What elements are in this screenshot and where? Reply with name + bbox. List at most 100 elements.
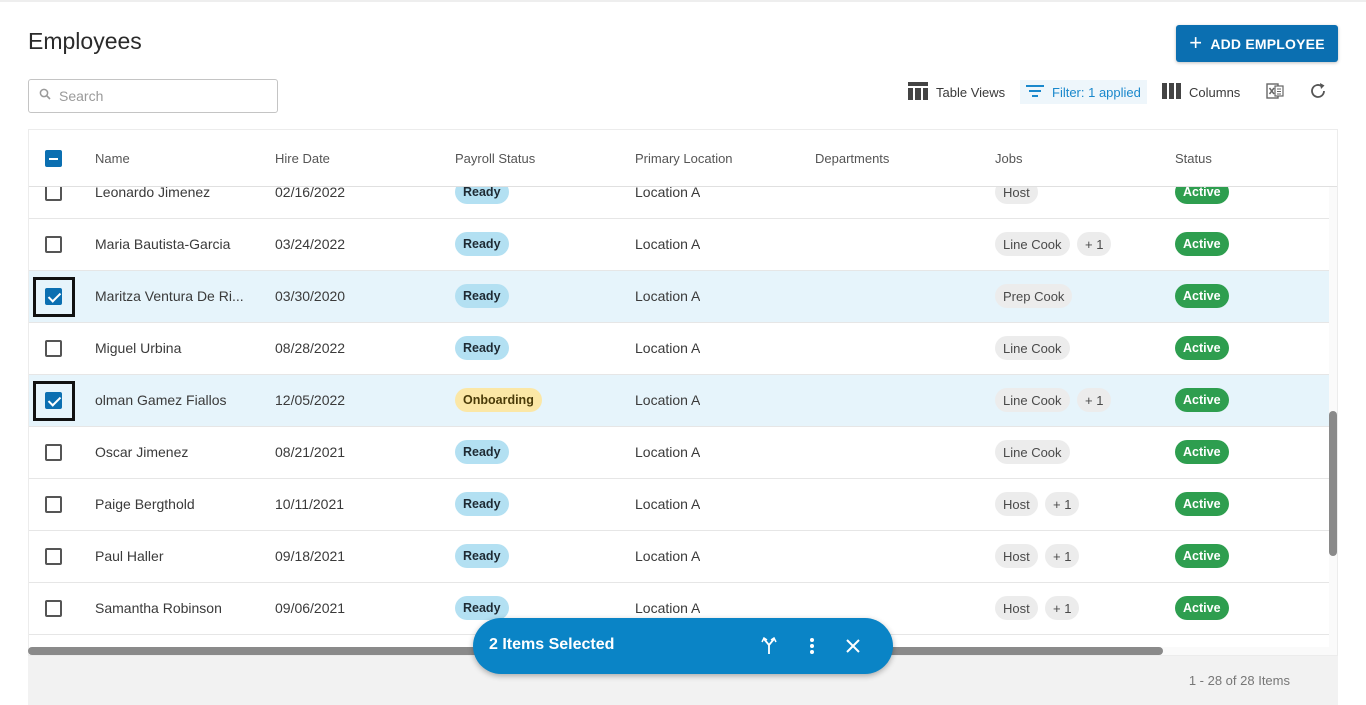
job-chip: Line Cook xyxy=(995,336,1070,360)
job-chip: Host xyxy=(995,492,1038,516)
select-all-checkbox[interactable] xyxy=(45,150,62,167)
column-header-primary-location[interactable]: Primary Location xyxy=(635,151,733,166)
vertical-scrollbar-thumb[interactable] xyxy=(1329,411,1337,556)
table-row[interactable]: olman Gamez Fiallos 12/05/2022 Onboarding L… xyxy=(29,375,1329,427)
more-jobs-chip[interactable]: + 1 xyxy=(1045,596,1080,620)
status-badge: Active xyxy=(1175,492,1229,516)
payroll-status-badge: Ready xyxy=(455,440,509,464)
employee-name[interactable]: Samantha Robinson xyxy=(95,600,222,616)
checkbox-focus-outline xyxy=(33,381,75,421)
job-chip: Host xyxy=(995,544,1038,568)
top-divider xyxy=(0,0,1366,2)
row-checkbox[interactable] xyxy=(45,600,62,617)
hire-date: 12/05/2022 xyxy=(275,392,346,408)
more-jobs-chip[interactable]: + 1 xyxy=(1077,388,1112,412)
row-checkbox[interactable] xyxy=(45,236,62,253)
job-chip: Host xyxy=(995,596,1038,620)
search-icon xyxy=(39,87,51,105)
status-badge: Active xyxy=(1175,232,1229,256)
employee-name[interactable]: Miguel Urbina xyxy=(95,340,182,356)
table-row[interactable]: Paige Bergthold 10/11/2021 Ready Location A… xyxy=(29,479,1329,531)
job-chip: Line Cook xyxy=(995,388,1070,412)
column-header-payroll-status[interactable]: Payroll Status xyxy=(455,151,536,166)
table-views-button[interactable]: Table Views xyxy=(908,80,1005,104)
payroll-status-badge: Ready xyxy=(455,232,509,256)
refresh-button[interactable] xyxy=(1308,80,1328,104)
primary-location: Location A xyxy=(635,236,701,252)
selection-count-label: 2 Items Selected xyxy=(489,636,615,653)
more-jobs-chip[interactable]: + 1 xyxy=(1077,232,1112,256)
table-row[interactable]: Oscar Jimenez 08/21/2021 Ready Location A Li… xyxy=(29,427,1329,479)
payroll-status-badge: Ready xyxy=(455,544,509,568)
grid-header: Name Hire Date Payroll Status Primary Lo… xyxy=(29,130,1337,187)
filter-label: Filter: 1 applied xyxy=(1052,84,1141,100)
primary-location: Location A xyxy=(635,444,701,460)
page-title: Employees xyxy=(28,28,142,54)
pagination-count: 1 - 28 of 28 Items xyxy=(1188,673,1290,688)
column-header-hire-date[interactable]: Hire Date xyxy=(275,151,330,166)
column-header-status[interactable]: Status xyxy=(1175,151,1212,166)
primary-location: Location A xyxy=(635,496,701,512)
primary-location: Location A xyxy=(635,288,701,304)
search-input[interactable] xyxy=(59,88,259,104)
plus-icon: + xyxy=(1189,29,1203,55)
table-row[interactable]: Miguel Urbina 08/28/2022 Ready Location A Li… xyxy=(29,323,1329,375)
more-jobs-chip[interactable]: + 1 xyxy=(1045,492,1080,516)
row-checkbox[interactable] xyxy=(45,548,62,565)
hire-date: 08/21/2021 xyxy=(275,444,346,460)
row-checkbox[interactable] xyxy=(45,392,62,409)
status-badge: Active xyxy=(1175,440,1229,464)
status-badge: Active xyxy=(1175,284,1229,308)
hire-date: 02/16/2022 xyxy=(275,184,346,200)
primary-location: Location A xyxy=(635,184,701,200)
table-row[interactable]: Paul Haller 09/18/2021 Ready Location A Host… xyxy=(29,531,1329,583)
employee-name[interactable]: Oscar Jimenez xyxy=(95,444,189,460)
columns-button[interactable]: Columns xyxy=(1162,80,1240,104)
close-icon[interactable] xyxy=(841,634,865,658)
row-checkbox[interactable] xyxy=(45,340,62,357)
employees-grid: Name Hire Date Payroll Status Primary Lo… xyxy=(28,129,1338,656)
column-header-jobs[interactable]: Jobs xyxy=(995,151,1023,166)
payroll-status-badge: Ready xyxy=(455,492,509,516)
hire-date: 08/28/2022 xyxy=(275,340,346,356)
job-chip: Line Cook xyxy=(995,232,1070,256)
employee-name[interactable]: Paige Bergthold xyxy=(95,496,195,512)
table-views-label: Table Views xyxy=(936,84,1006,100)
job-chip: Prep Cook xyxy=(995,284,1073,308)
row-checkbox[interactable] xyxy=(45,288,62,305)
employee-name[interactable]: Maritza Ventura De Ri... xyxy=(95,288,244,304)
merge-icon[interactable] xyxy=(757,634,781,658)
filter-button[interactable]: Filter: 1 applied xyxy=(1020,80,1147,104)
column-header-name[interactable]: Name xyxy=(95,151,130,166)
refresh-icon xyxy=(1308,81,1328,104)
hire-date: 03/24/2022 xyxy=(275,236,346,252)
payroll-status-badge: Onboarding xyxy=(455,388,542,412)
status-badge: Active xyxy=(1175,336,1229,360)
row-checkbox[interactable] xyxy=(45,496,62,513)
search-box[interactable] xyxy=(28,79,278,113)
row-checkbox[interactable] xyxy=(45,444,62,461)
table-row[interactable]: Maritza Ventura De Ri... 03/30/2020 Ready L… xyxy=(29,271,1329,323)
more-vertical-icon[interactable] xyxy=(800,634,824,658)
status-badge: Active xyxy=(1175,596,1229,620)
column-header-departments[interactable]: Departments xyxy=(815,151,890,166)
excel-export-button[interactable] xyxy=(1266,80,1284,104)
employee-name[interactable]: Paul Haller xyxy=(95,548,164,564)
more-jobs-chip[interactable]: + 1 xyxy=(1045,544,1080,568)
primary-location: Location A xyxy=(635,548,701,564)
payroll-status-badge: Ready xyxy=(455,336,509,360)
checkbox-focus-outline xyxy=(33,277,75,317)
payroll-status-badge: Ready xyxy=(455,596,509,620)
employee-name[interactable]: Leonardo Jimenez xyxy=(95,184,211,200)
status-badge: Active xyxy=(1175,544,1229,568)
excel-export-icon xyxy=(1266,82,1284,103)
hire-date: 03/30/2020 xyxy=(275,288,346,304)
add-employee-button[interactable]: + ADD EMPLOYEE xyxy=(1176,25,1338,62)
table-row[interactable]: Maria Bautista-Garcia 03/24/2022 Ready Loca… xyxy=(29,219,1329,271)
primary-location: Location A xyxy=(635,392,701,408)
employee-name[interactable]: Maria Bautista-Garcia xyxy=(95,236,231,252)
employee-name[interactable]: olman Gamez Fiallos xyxy=(95,392,227,408)
columns-icon xyxy=(1162,82,1181,102)
columns-label: Columns xyxy=(1189,84,1241,100)
hire-date: 09/06/2021 xyxy=(275,600,346,616)
